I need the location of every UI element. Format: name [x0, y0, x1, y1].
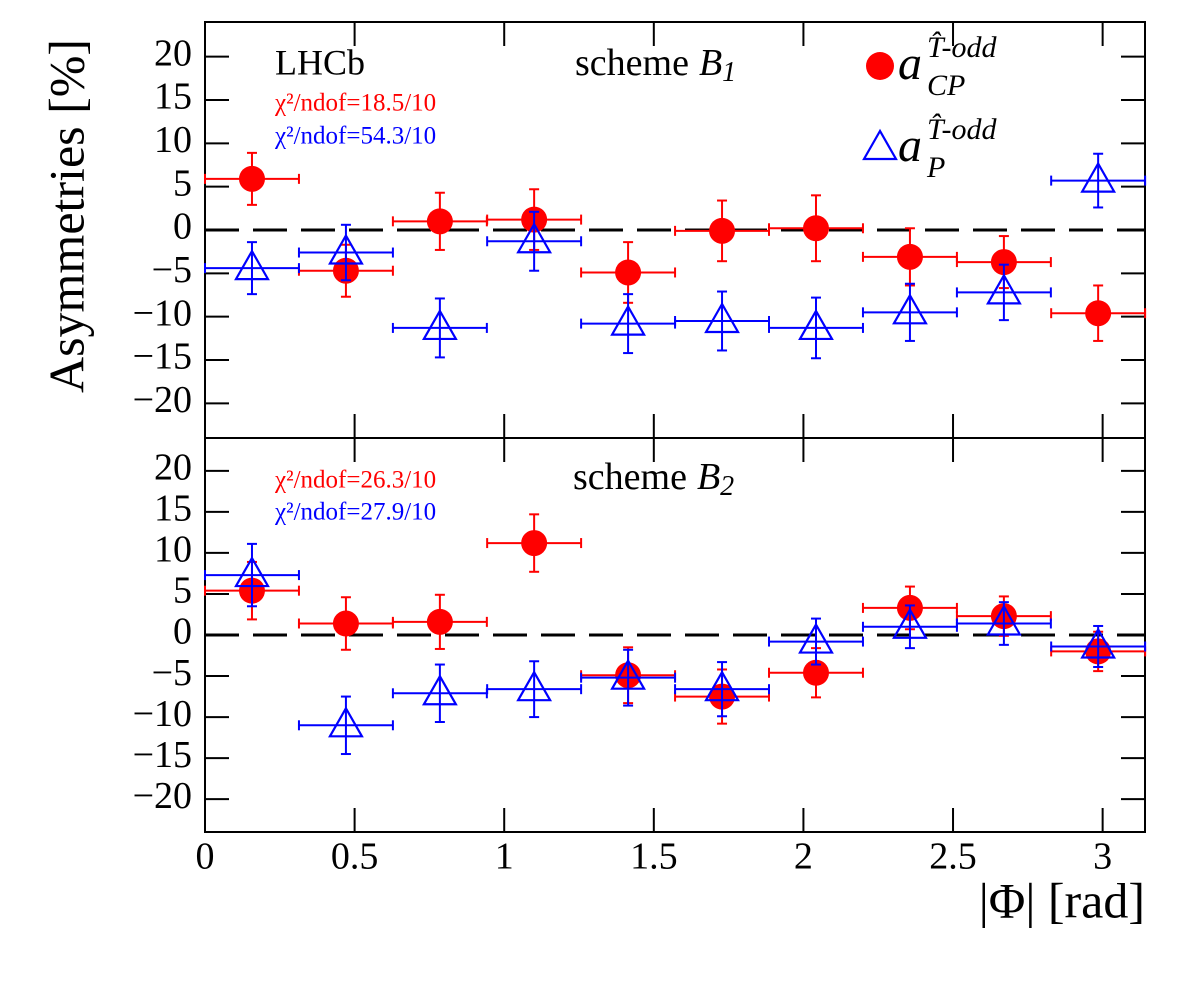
marker [521, 530, 548, 557]
marker [1080, 627, 1117, 659]
y-tick-label: 20 [154, 32, 192, 74]
y-tick-label: −20 [133, 379, 192, 421]
y-tick-label: −10 [133, 693, 192, 735]
marker [709, 217, 736, 244]
panel-label-symbol: B [697, 456, 720, 498]
y-tick-label: −20 [133, 775, 192, 817]
panel-label: scheme B2 [573, 456, 734, 503]
legend-sub: CP [927, 69, 965, 102]
y-axis-label: Asymmetries [%] [38, 39, 94, 393]
marker [328, 706, 364, 738]
y-tick-label: 15 [154, 488, 192, 530]
marker [985, 273, 1022, 305]
marker [990, 249, 1017, 276]
marker [328, 233, 364, 265]
annotation: χ²/ndof=27.9/10 [274, 499, 436, 526]
marker [332, 610, 359, 637]
legend-sub: P [926, 151, 945, 184]
panel-label-sub: 2 [720, 471, 734, 502]
y-tick-label: −15 [133, 734, 192, 776]
marker [798, 308, 834, 341]
y-tick-label: 10 [154, 529, 192, 571]
annotation: LHCb [275, 42, 365, 82]
marker [421, 674, 458, 706]
marker [234, 248, 270, 281]
y-tick-label: 20 [154, 447, 192, 489]
legend-marker [862, 128, 898, 161]
panel-label: scheme B1 [575, 42, 736, 89]
legend-label: a [898, 37, 922, 90]
y-tick-label: 5 [173, 570, 192, 612]
legend-label: a [898, 119, 922, 172]
x-tick-label: 1.5 [630, 836, 678, 878]
marker [238, 165, 265, 192]
marker [421, 308, 458, 341]
marker [704, 301, 740, 334]
marker [1080, 161, 1117, 193]
marker [1085, 300, 1112, 327]
y-tick-label: −15 [133, 336, 192, 378]
x-tick-label: 0 [196, 836, 215, 878]
legend-sup: T̂-odd [927, 31, 997, 64]
panel-label-symbol: B [699, 42, 722, 84]
marker [896, 243, 923, 270]
marker [516, 669, 553, 702]
y-tick-label: 0 [173, 206, 192, 248]
x-tick-label: 1 [495, 836, 514, 878]
y-tick-label: −10 [133, 292, 192, 334]
x-tick-label: 2.5 [929, 836, 977, 878]
annotation: χ²/ndof=54.3/10 [274, 123, 436, 150]
annotation: χ²/ndof=26.3/10 [274, 467, 436, 494]
y-tick-label: 10 [154, 119, 192, 161]
annotation: χ²/ndof=18.5/10 [274, 90, 436, 117]
marker [892, 293, 928, 325]
x-tick-label: 0.5 [331, 836, 379, 878]
marker [516, 222, 553, 254]
panel-label-word: scheme [575, 42, 689, 84]
x-tick-label: 3 [1093, 836, 1112, 878]
marker [426, 208, 453, 235]
marker [985, 604, 1022, 636]
marker [610, 304, 646, 336]
x-axis-label: |Φ| [rad] [979, 872, 1145, 928]
marker [802, 659, 829, 686]
marker [610, 658, 646, 690]
y-tick-label: −5 [152, 652, 192, 694]
marker [798, 622, 834, 654]
marker [892, 607, 928, 639]
panel-label-word: scheme [573, 456, 687, 498]
legend-sup: T̂-odd [927, 113, 997, 146]
panel-label-sub: 1 [722, 57, 736, 88]
marker [234, 555, 270, 588]
y-tick-label: −5 [152, 249, 192, 291]
legend-marker [866, 52, 894, 80]
marker [802, 215, 829, 242]
y-tick-label: 5 [173, 162, 192, 204]
marker [615, 259, 642, 286]
x-tick-label: 2 [794, 836, 813, 878]
y-tick-label: 15 [154, 76, 192, 118]
marker [704, 669, 740, 702]
y-tick-label: 0 [173, 611, 192, 653]
marker [426, 608, 453, 635]
